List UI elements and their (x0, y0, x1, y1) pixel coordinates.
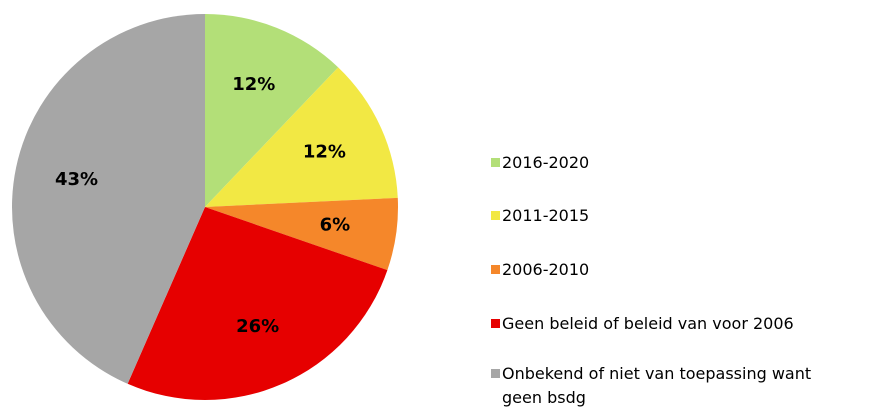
legend-swatch (491, 158, 500, 167)
data-label: 6% (320, 215, 351, 236)
pie-slice (205, 197, 398, 271)
pie-slice (127, 207, 388, 400)
legend-label: 2016-2020 (502, 153, 590, 172)
legend-label: 2006-2010 (502, 260, 590, 279)
legend-swatch (491, 369, 500, 378)
pie-slice (205, 67, 398, 207)
legend-swatch (491, 319, 500, 328)
data-label: 12% (303, 141, 346, 162)
legend-label: Onbekend of niet van toepassing want gee… (502, 364, 812, 407)
pie-slice (12, 14, 205, 384)
pie-slice (205, 14, 339, 207)
legend-swatch (491, 211, 500, 220)
legend-entry: Geen beleid of beleid van voor 2006 (491, 312, 861, 336)
data-label: 26% (236, 316, 279, 337)
legend-entry: Onbekend of niet van toepassing want gee… (491, 362, 861, 410)
data-label: 12% (232, 74, 275, 95)
legend-label: Geen beleid of beleid van voor 2006 (502, 314, 794, 333)
legend-swatch (491, 265, 500, 274)
legend-label: 2011-2015 (502, 206, 590, 225)
legend-entry: 2011-2015 (491, 204, 861, 228)
data-label: 43% (55, 169, 98, 190)
legend-entry: 2016-2020 (491, 151, 861, 175)
legend-entry: 2006-2010 (491, 258, 861, 282)
